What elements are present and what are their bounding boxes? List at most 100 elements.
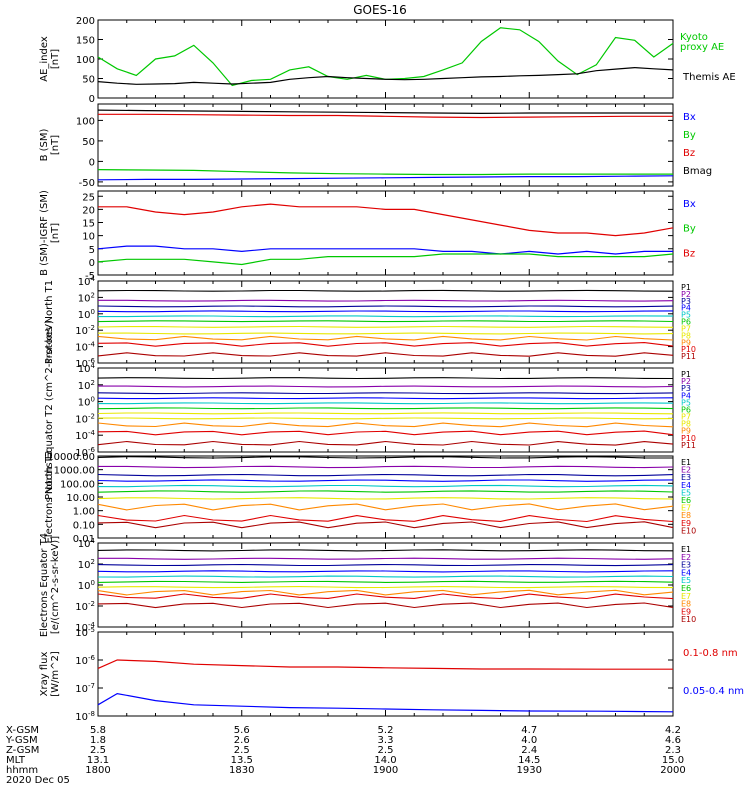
ephemeris-table: X-GSMY-GSMZ-GSMMLThhmm5.81.82.513.118005… — [5, 725, 686, 786]
series-line — [97, 325, 674, 328]
legend-label: E5 — [681, 488, 691, 497]
ephemeris-row-label: hhmm — [6, 765, 38, 776]
panel-6: 10000.00 1000.00 100.00 10.00 1.00 0.10 0.01 El… — [44, 450, 696, 545]
legend-label: P1 — [681, 370, 691, 379]
series-line — [97, 109, 673, 115]
legend-label: P7 — [681, 413, 691, 422]
legend-label: P2 — [681, 290, 691, 299]
series-line — [97, 392, 674, 395]
series-line — [98, 385, 674, 388]
legend-label: E2 — [681, 466, 691, 475]
series-line — [97, 503, 674, 511]
series-line — [97, 484, 674, 488]
y-tick-label: 0.10 — [73, 520, 95, 531]
panel-8: 10-5 10-6 10-7 10-8 Xray flux [W/m^2] 0.1-0.8 … — [39, 626, 744, 723]
panel-frame — [97, 455, 674, 539]
y-tick-label: 104 — [78, 362, 96, 375]
y-axis-label: [nT] — [50, 49, 61, 69]
series-line — [97, 659, 673, 670]
y-tick-label: -50 — [79, 178, 95, 189]
y-tick-label: 10-2 — [75, 600, 95, 613]
y-axis-label: Electrons Equator T4 — [39, 533, 50, 637]
legend-label: By — [683, 130, 696, 141]
ephemeris-value: 2.5 — [378, 745, 394, 756]
ephemeris-value: 4.7 — [521, 725, 537, 736]
legend-label: E4 — [681, 568, 691, 577]
series-line — [97, 580, 674, 583]
y-axis-label: AE_index — [39, 36, 50, 82]
ephemeris-value: 1.8 — [90, 735, 106, 746]
panel-5: 104 102 100 10-2 10-4 10-6 Protons Equator T2 … — [44, 320, 696, 500]
y-axis-label: [nT] — [50, 223, 61, 243]
y-tick-label: 100 — [78, 308, 95, 321]
ephemeris-value: 1900 — [373, 765, 398, 776]
legend-label: P4 — [681, 391, 691, 400]
series-line — [97, 479, 674, 482]
y-tick-label: 20 — [82, 205, 95, 216]
panel-7: 104 102 100 10-2 10-4 Electrons Equator T4 [e/… — [39, 533, 696, 637]
legend-label: P8 — [681, 331, 691, 340]
y-tick-label: 10-2 — [75, 412, 95, 425]
series-line — [97, 407, 674, 410]
legend-label: E8 — [681, 600, 691, 609]
series-line — [98, 113, 673, 119]
legend-label: P9 — [681, 338, 691, 347]
y-tick-label: 102 — [78, 558, 95, 571]
series-line — [97, 169, 673, 176]
y-axis-label: B (SM)-IGRF (SM) — [39, 190, 50, 276]
series-line — [97, 514, 674, 523]
series-line — [98, 203, 674, 237]
legend-label: P11 — [681, 352, 696, 361]
series-line — [97, 335, 674, 341]
legend-label: Bz — [683, 148, 695, 159]
y-tick-label: 0.01 — [73, 534, 95, 545]
legend-label: E3 — [681, 473, 691, 482]
legend-label: P5 — [681, 311, 691, 320]
ephemeris-value: 2.6 — [234, 735, 250, 746]
ephemeris-value: 13.5 — [231, 755, 253, 766]
ephemeris-value: 5.6 — [234, 725, 250, 736]
y-tick-label: 50 — [82, 137, 95, 148]
legend-label: P5 — [681, 398, 691, 407]
ephemeris-value: 1830 — [229, 765, 254, 776]
ephemeris-value: 15.0 — [662, 755, 684, 766]
series-line — [97, 602, 674, 609]
legend-label: E1 — [681, 545, 691, 554]
panel-2: -50 0 50 100 B (SM) [nT] Bx By Bz Bmag — [39, 103, 712, 189]
y-tick-label: 10-4 — [75, 621, 95, 634]
ephemeris-row-label: MLT — [6, 755, 26, 766]
legend-label: E2 — [681, 553, 691, 562]
ephemeris-row-label: Z-GSM — [6, 745, 39, 756]
y-tick-label: 100.00 — [60, 479, 95, 490]
ephemeris-value: 3.3 — [378, 735, 394, 746]
legend-label: Bx — [683, 199, 696, 210]
ephemeris-value: 13.1 — [87, 755, 109, 766]
series-line — [97, 430, 674, 436]
panel-3: -5 0 5 10 15 20 25 B (SM)-IGRF (SM) [nT] Bx By Bz — [39, 190, 696, 282]
legend-label: P6 — [681, 318, 691, 327]
legend-label: Bmag — [683, 166, 712, 177]
legend-label: P11 — [681, 441, 696, 450]
legend-label: Themis AE — [682, 72, 736, 83]
y-axis-label: [nT] — [50, 135, 61, 155]
legend-label: P3 — [681, 297, 691, 306]
y-tick-label: 104 — [78, 275, 96, 288]
legend-label: E9 — [681, 519, 691, 528]
ephemeris-value: 1800 — [85, 765, 110, 776]
y-tick-label: 10-5 — [75, 626, 95, 639]
series-line — [98, 557, 674, 560]
y-axis-label: B (SM) — [39, 128, 50, 161]
y-tick-label: 100 — [78, 396, 95, 409]
ephemeris-value: 2.3 — [665, 745, 681, 756]
series-line — [97, 397, 674, 400]
series-line — [97, 305, 674, 308]
legend-label: Kyoto — [680, 32, 708, 43]
y-tick-label: 10-6 — [75, 446, 95, 459]
ephemeris-value: 14.0 — [374, 755, 396, 766]
ephemeris-value: 4.6 — [665, 735, 681, 746]
legend-label: E6 — [681, 496, 691, 505]
series-line — [97, 27, 674, 87]
ephemeris-value: 5.8 — [90, 725, 106, 736]
legend-label: E5 — [681, 576, 691, 585]
